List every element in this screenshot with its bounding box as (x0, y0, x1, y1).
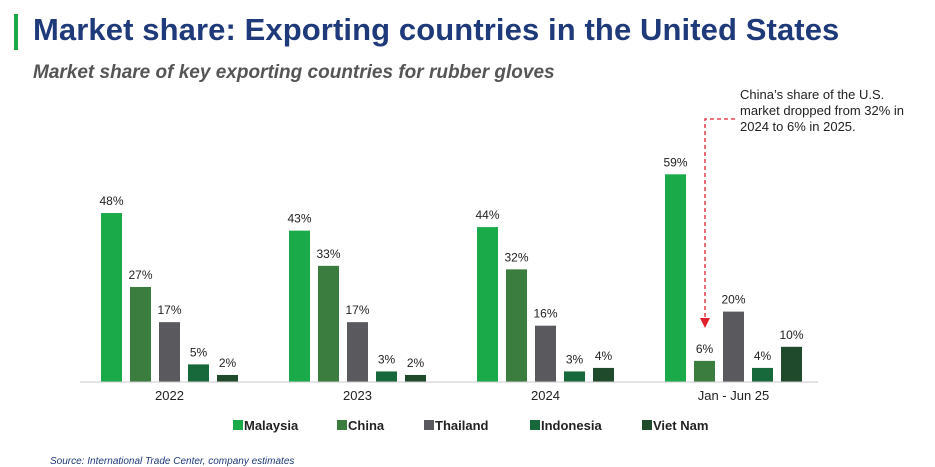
legend-swatch-viet-nam (642, 420, 652, 430)
bar-value-label: 20% (721, 293, 745, 307)
legend-label-viet-nam: Viet Nam (653, 418, 708, 433)
chart-subtitle: Market share of key exporting countries … (33, 62, 555, 83)
bar-value-label: 4% (754, 349, 772, 363)
bar-malaysia-2022 (101, 213, 122, 382)
bar-malaysia-jan-jun-25 (665, 174, 686, 382)
source-note: Source: International Trade Center, comp… (50, 456, 295, 467)
bar-thailand-2023 (347, 322, 368, 382)
bar-viet-nam-jan-jun-25 (781, 346, 802, 382)
annotation-arrow-line (704, 118, 735, 318)
bar-indonesia-jan-jun-25 (752, 367, 773, 382)
legend-label-thailand: Thailand (435, 418, 489, 433)
bar-value-label: 32% (504, 250, 528, 264)
legend-swatch-thailand (424, 420, 434, 430)
legend-label-malaysia: Malaysia (244, 418, 299, 433)
bar-value-label: 16% (533, 307, 557, 321)
bar-viet-nam-2022 (217, 374, 238, 382)
bar-value-label: 43% (287, 212, 311, 226)
bar-value-label: 10% (779, 328, 803, 342)
bar-china-2022 (130, 286, 151, 382)
bar-value-label: 5% (190, 345, 208, 359)
bar-thailand-2024 (535, 325, 556, 382)
legend-swatch-indonesia (530, 420, 540, 430)
bar-malaysia-2023 (289, 230, 310, 382)
legend-label-indonesia: Indonesia (541, 418, 602, 433)
bar-value-label: 33% (316, 247, 340, 261)
bar-china-jan-jun-25 (694, 360, 715, 382)
bar-thailand-2022 (159, 322, 180, 382)
bar-value-label: 27% (128, 268, 152, 282)
bar-indonesia-2023 (376, 371, 397, 382)
bar-viet-nam-2023 (405, 374, 426, 382)
bar-malaysia-2024 (477, 227, 498, 382)
bar-value-label: 17% (157, 303, 181, 317)
legend-swatch-china (337, 420, 347, 430)
bar-indonesia-2022 (188, 364, 209, 382)
bar-value-label: 3% (378, 352, 396, 366)
bar-china-2024 (506, 269, 527, 382)
annotation-arrow (700, 118, 735, 328)
bar-value-label: 48% (99, 194, 123, 208)
category-label-jan-jun-25: Jan - Jun 25 (698, 388, 770, 403)
bar-viet-nam-2024 (593, 367, 614, 382)
annotation-arrow-head (700, 318, 710, 328)
bar-value-label: 44% (475, 208, 499, 222)
bar-value-label: 4% (595, 349, 613, 363)
title-accent-bar (14, 14, 18, 50)
category-label-2024: 2024 (531, 388, 560, 403)
bar-indonesia-2024 (564, 371, 585, 382)
legend-label-china: China (348, 418, 385, 433)
bar-value-label: 17% (345, 303, 369, 317)
category-label-2023: 2023 (343, 388, 372, 403)
bars-group: 48% 27% 17% 5% 2% 43% 33% 17% 3% 2% 44% 32% 16% 3% 4% 5… (99, 155, 804, 382)
bar-value-label: 3% (566, 352, 584, 366)
category-label-2022: 2022 (155, 388, 184, 403)
bar-thailand-jan-jun-25 (723, 311, 744, 382)
annotation-text: China’s share of the U.S. market dropped… (740, 87, 905, 134)
bar-value-label: 2% (219, 356, 237, 370)
legend: Malaysia China Thailand Indonesia Viet Nam (233, 418, 708, 433)
page-title: Market share: Exporting countries in the… (33, 12, 840, 47)
bar-china-2023 (318, 265, 339, 382)
category-labels: 2022 2023 2024 Jan - Jun 25 (155, 388, 769, 403)
legend-swatch-malaysia (233, 420, 243, 430)
bar-value-label: 59% (663, 155, 687, 169)
bar-value-label: 2% (407, 356, 425, 370)
bar-value-label: 6% (696, 342, 714, 356)
